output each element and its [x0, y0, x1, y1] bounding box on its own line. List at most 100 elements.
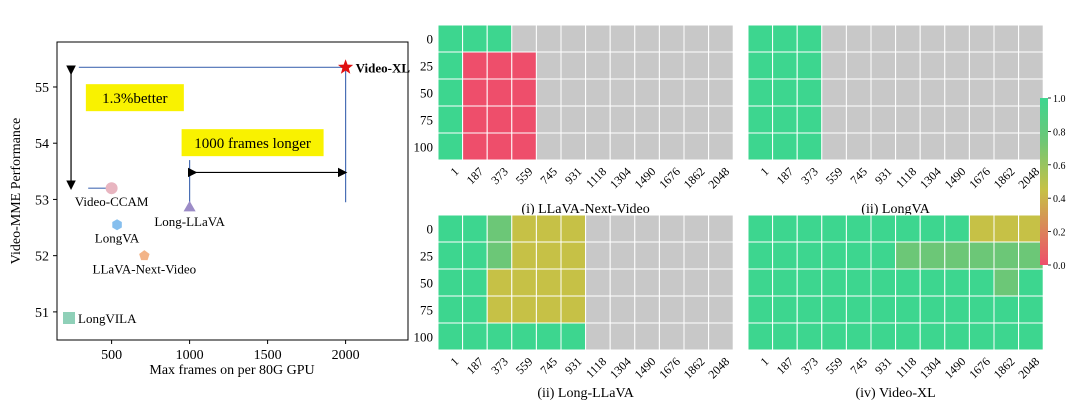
- heatmap-cell: [845, 132, 872, 161]
- heatmap-x-tick-label: 2048: [1015, 164, 1042, 191]
- heatmap-cell: [747, 322, 774, 351]
- heatmap-cell: [845, 105, 872, 134]
- y-tick-label: 53: [35, 193, 49, 208]
- heatmap-cell: [772, 51, 798, 80]
- heatmap-cell: [658, 132, 685, 161]
- heatmap-x-tick-label: 745: [847, 164, 870, 187]
- heatmap-cell: [968, 241, 995, 270]
- heatmap-x-tick-label: 559: [513, 354, 536, 377]
- heatmap-x-tick-label: 745: [537, 354, 560, 377]
- heatmap-cell: [772, 24, 798, 53]
- heatmap-cell: [683, 214, 710, 243]
- heatmap-cell: [772, 268, 798, 297]
- point-long-llava-label: Long-LLaVA: [154, 214, 225, 229]
- heatmap-cell: [634, 105, 660, 134]
- colorbar-tick-label: 1.0: [1053, 94, 1066, 105]
- heatmap-cell: [683, 241, 710, 270]
- heatmap-cell: [609, 268, 636, 297]
- heatmap-cell: [609, 295, 636, 324]
- heatmap-y-tick-label: 100: [414, 140, 434, 155]
- heatmap-cell: [560, 322, 587, 351]
- heatmap-cell: [585, 78, 611, 107]
- heatmap-cell: [462, 78, 488, 107]
- heatmap-cell: [683, 105, 710, 134]
- heatmap-x-tick-label: 1676: [966, 354, 993, 381]
- x-tick-label: 1500: [254, 348, 282, 363]
- colorbar-tick-label: 0.4: [1053, 194, 1066, 205]
- heatmap-cell: [658, 78, 685, 107]
- y-tick-label: 52: [35, 250, 49, 265]
- heatmap-x-tick-label: 1304: [917, 164, 944, 191]
- heatmap-cell: [560, 105, 587, 134]
- heatmap-cell: [585, 51, 611, 80]
- callout-box-frames: [181, 129, 324, 157]
- heatmap-cell: [634, 214, 660, 243]
- heatmap-cell: [1018, 78, 1044, 107]
- heatmap-cell: [747, 295, 774, 324]
- heatmap-cell: [609, 241, 636, 270]
- heatmap-cell: [511, 241, 537, 270]
- heatmap-cell: [486, 268, 513, 297]
- heatmap-cell: [462, 322, 488, 351]
- heatmap-cell: [511, 295, 537, 324]
- heatmap-x-tick-label: 373: [488, 164, 511, 187]
- heatmap-cell: [658, 241, 685, 270]
- heatmap-cell: [845, 268, 872, 297]
- heatmap-cell: [1018, 268, 1044, 297]
- heatmap-panel-3: 0 25 50 75 100 1 187 373 559 745 93111181304149016…: [414, 214, 734, 401]
- heatmap-cell: [634, 322, 660, 351]
- heatmap-cell: [968, 78, 995, 107]
- heatmap-cell: [437, 322, 464, 351]
- heatmap-cell: [919, 268, 946, 297]
- heatmap-cell: [821, 105, 847, 134]
- heatmap-x-tick-label: 1490: [632, 164, 659, 191]
- heatmap-cell: [919, 51, 946, 80]
- heatmap-cell: [560, 24, 587, 53]
- heatmap-y-tick-label: 75: [420, 303, 433, 318]
- scatter-x-axis-label: Max frames on per 80G GPU: [149, 363, 314, 378]
- heatmap-cell: [634, 241, 660, 270]
- heatmap-cell: [609, 214, 636, 243]
- heatmap-cell: [708, 268, 734, 297]
- heatmap-x-tick-label: 931: [562, 164, 585, 187]
- heatmap-cell: [870, 78, 897, 107]
- heatmap-x-tick-label: 1: [757, 164, 771, 178]
- heatmap-cell: [845, 322, 872, 351]
- heatmap-cell: [796, 78, 823, 107]
- heatmap-cell: [511, 214, 537, 243]
- scatter-chart: 500 1000 1500 2000 51 52 53 54 55 1.3%better 1000…: [9, 41, 410, 378]
- legend-swatch-longvila: [63, 312, 75, 324]
- heatmap-x-tick-label: 373: [798, 354, 821, 377]
- heatmap-cell: [870, 105, 897, 134]
- heatmap-cell: [944, 322, 970, 351]
- heatmap-cell: [683, 24, 710, 53]
- point-longva-label: LongVA: [95, 231, 140, 246]
- heatmap-cell: [747, 51, 774, 80]
- heatmap-cell: [821, 132, 847, 161]
- heatmap-cell: [437, 78, 464, 107]
- heatmap-x-tick-label: 1304: [607, 354, 634, 381]
- heatmap-cell: [708, 105, 734, 134]
- heatmap-panel-title: (ii) Long-LLaVA: [537, 386, 634, 401]
- heatmap-cell: [870, 24, 897, 53]
- heatmap-cell: [895, 295, 921, 324]
- heatmap-cell: [747, 241, 774, 270]
- heatmap-cell: [821, 78, 847, 107]
- heatmap-cell: [796, 105, 823, 134]
- heatmap-cell: [658, 295, 685, 324]
- heatmap-cell: [747, 214, 774, 243]
- heatmap-cell: [845, 241, 872, 270]
- heatmap-cell: [708, 241, 734, 270]
- heatmap-y-tick-label: 0: [427, 222, 434, 237]
- heatmap-cell: [683, 268, 710, 297]
- heatmap-cell: [708, 24, 734, 53]
- heatmap-x-tick-label: 559: [823, 164, 846, 187]
- heatmap-cell: [772, 241, 798, 270]
- heatmap-cell: [585, 295, 611, 324]
- scatter-y-axis-label: Video-MME Performance: [9, 118, 24, 265]
- heatmap-cell: [535, 78, 562, 107]
- colorbar-tick-label: 0.0: [1053, 261, 1066, 272]
- heatmap-cell: [772, 132, 798, 161]
- colorbar-tick-label: 0.8: [1053, 127, 1066, 138]
- heatmap-x-tick-label: 1490: [942, 354, 969, 381]
